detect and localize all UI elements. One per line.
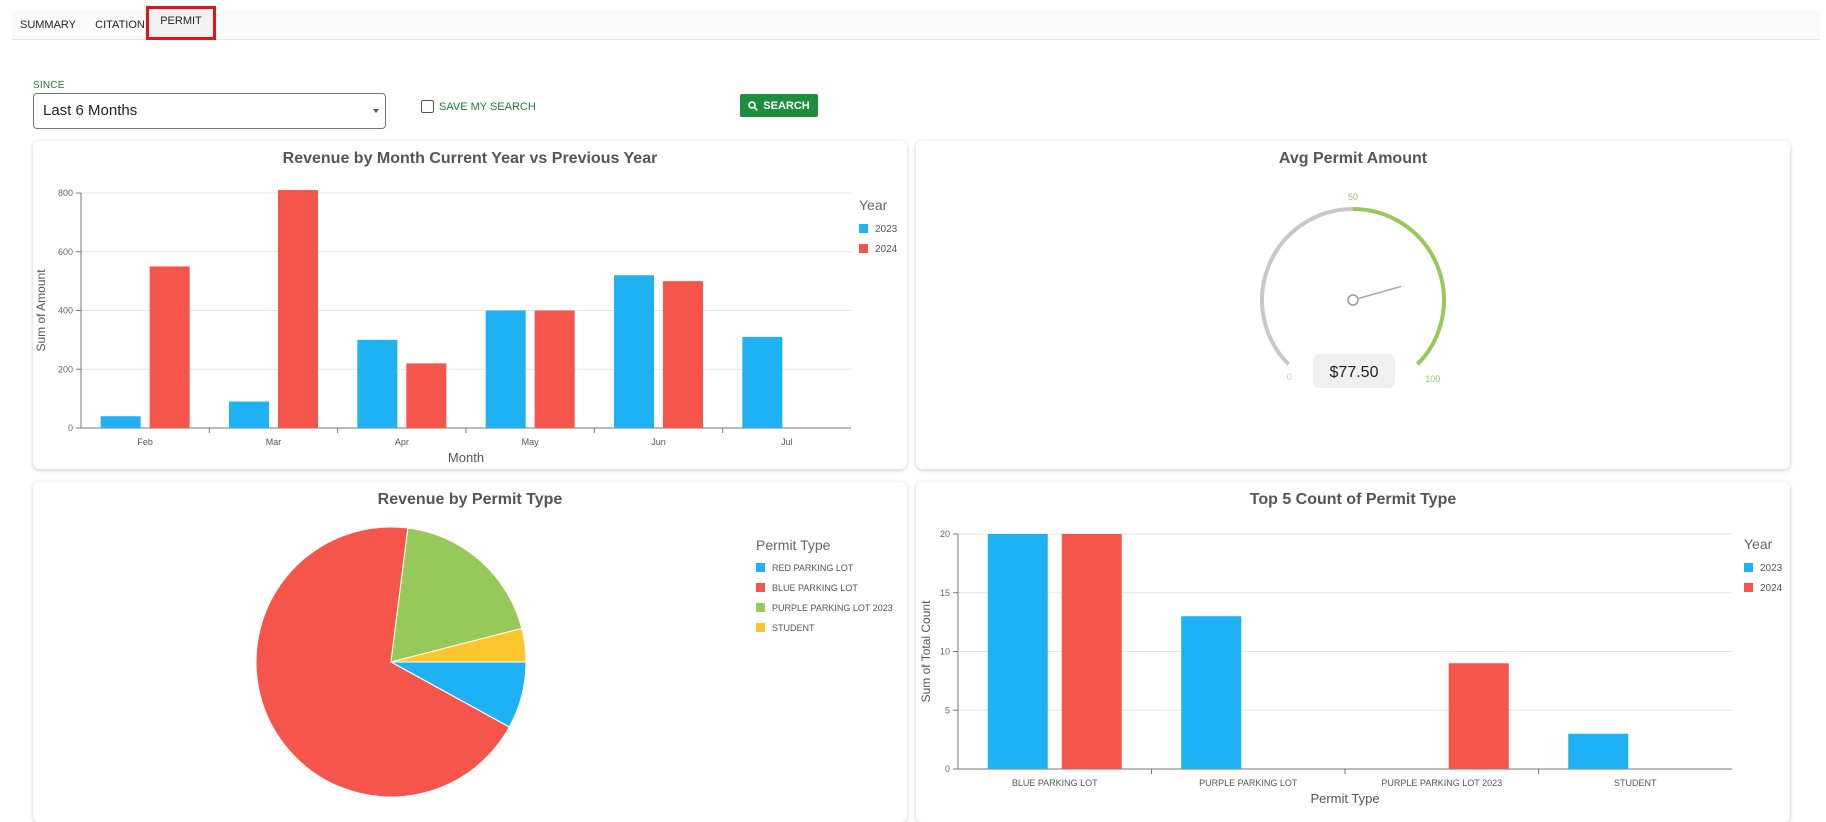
tab-citation[interactable]: CITATION	[95, 19, 145, 31]
gauge-band	[1352, 207, 1446, 366]
gauge-value: $77.50	[1330, 364, 1379, 381]
avg-permit-gauge: 50 0 100 $77.50	[1260, 192, 1446, 388]
top-5-permit-type-card: Top 5 Count of Permit Type 0 5 10 15 20 BLUE …	[916, 482, 1790, 822]
y-tick-label: 15	[940, 588, 950, 598]
y-axis-title: Sum of Amount	[34, 269, 48, 352]
legend-swatch	[756, 563, 765, 572]
save-search-checkbox[interactable]: SAVE MY SEARCH	[421, 100, 536, 113]
legend-swatch	[859, 244, 868, 253]
legend-swatch	[756, 583, 765, 592]
y-tick-label: 20	[940, 529, 950, 539]
bar-2023-may	[485, 310, 526, 428]
legend-swatch	[1744, 583, 1753, 592]
gauge-min-label: 0	[1287, 372, 1292, 382]
y-tick-label: 200	[58, 364, 73, 374]
tab-bar: SUMMARY CITATION PERMIT	[12, 6, 1820, 40]
since-select-value: Last 6 Months	[43, 102, 138, 119]
x-tick-label: BLUE PARKING LOT	[1012, 778, 1098, 788]
bar-2024-purple-parking-lot-2023	[1448, 663, 1509, 769]
since-label: SINCE	[33, 80, 65, 91]
gauge-pivot	[1347, 294, 1359, 306]
legend-swatch	[1744, 563, 1753, 572]
bar-2024-feb	[149, 266, 190, 428]
legend-title: Year	[1744, 536, 1773, 552]
legend-swatch	[756, 623, 765, 632]
legend-label: STUDENT	[772, 623, 815, 633]
avg-permit-amount-card: Avg Permit Amount 50 0 100 $77.50	[916, 141, 1790, 469]
bar-2023-apr	[357, 339, 398, 428]
bar-2023-blue-parking-lot	[987, 534, 1048, 769]
pie-slice-blue-parking-lot	[255, 526, 510, 798]
search-icon	[748, 100, 759, 111]
save-search-label: SAVE MY SEARCH	[439, 100, 536, 113]
gauge-track	[1260, 207, 1354, 366]
chart-title: Top 5 Count of Permit Type	[1249, 491, 1457, 508]
legend-label-2024: 2024	[1760, 583, 1783, 594]
bar-2023-student	[1568, 733, 1629, 769]
revenue-by-month-chart: 0 200 400 600 800 Feb Mar Apr May Jun Jul Month Sum …	[34, 188, 898, 465]
y-tick-label: 400	[58, 306, 73, 316]
legend-swatch	[859, 224, 868, 233]
y-tick-label: 5	[945, 705, 950, 715]
legend-swatch	[756, 603, 765, 612]
y-axis-title: Sum of Total Count	[919, 600, 933, 703]
y-tick-label: 0	[945, 764, 950, 774]
y-tick-label: 800	[58, 188, 73, 198]
gauge-title: Avg Permit Amount	[1278, 150, 1428, 167]
legend-title: Permit Type	[756, 537, 831, 553]
tab-summary[interactable]: SUMMARY	[19, 19, 77, 31]
legend-label: BLUE PARKING LOT	[772, 583, 858, 593]
bar-2024-apr	[406, 363, 447, 428]
chart-title: Revenue by Month Current Year vs Previou…	[282, 150, 658, 167]
y-tick-label: 10	[940, 647, 950, 657]
since-select[interactable]: Last 6 Months	[33, 93, 386, 129]
legend-title: Year	[859, 197, 888, 213]
y-tick-label: 0	[68, 423, 73, 433]
bar-2023-jun	[614, 275, 654, 428]
search-button[interactable]: SEARCH	[740, 94, 818, 117]
bar-2023-mar	[229, 401, 269, 428]
x-tick-label: May	[522, 437, 540, 447]
top-5-permit-type-chart: 0 5 10 15 20 BLUE PARKING LOT PURPLE PARKING L…	[919, 529, 1783, 806]
tab-permit[interactable]: PERMIT	[146, 6, 216, 40]
gauge-needle	[1358, 285, 1402, 300]
x-tick-label: PURPLE PARKING LOT	[1199, 778, 1298, 788]
x-axis-title: Permit Type	[1310, 791, 1379, 806]
legend-label: PURPLE PARKING LOT 2023	[772, 603, 893, 613]
pie-slice-student	[390, 627, 527, 663]
x-tick-label: Feb	[137, 437, 153, 447]
bar-2024-jun	[663, 281, 703, 428]
revenue-by-month-card: Revenue by Month Current Year vs Previou…	[33, 141, 907, 469]
search-button-label: SEARCH	[763, 99, 810, 112]
x-tick-label: PURPLE PARKING LOT 2023	[1381, 778, 1502, 788]
x-axis-title: Month	[448, 450, 484, 465]
y-tick-label: 600	[58, 247, 73, 257]
gauge-value-box	[1313, 354, 1395, 388]
gauge-max-label: 100	[1425, 374, 1440, 384]
bar-2023-jul	[742, 336, 783, 428]
pie-title: Revenue by Permit Type	[377, 491, 563, 508]
legend-label: RED PARKING LOT	[772, 563, 854, 573]
x-tick-label: Apr	[395, 437, 409, 447]
x-tick-label: STUDENT	[1614, 778, 1657, 788]
bar-2023-feb	[100, 416, 141, 428]
legend-label-2024: 2024	[875, 244, 898, 255]
revenue-by-permit-type-pie: Permit Type RED PARKING LOT BLUE PARKING L…	[255, 526, 893, 798]
bar-2024-blue-parking-lot	[1061, 534, 1122, 769]
x-tick-label: Jun	[651, 437, 666, 447]
bar-2023-purple-parking-lot	[1181, 616, 1242, 769]
bar-2024-mar	[278, 190, 318, 428]
legend-label-2023: 2023	[875, 224, 898, 235]
chevron-down-icon	[373, 109, 379, 113]
bar-2024-may	[534, 310, 575, 428]
gauge-mid-label: 50	[1348, 192, 1358, 202]
pie-slice-purple-parking-lot-2023	[390, 527, 523, 663]
revenue-by-permit-type-card: Revenue by Permit Type Permit Type RED PA…	[33, 482, 907, 822]
x-tick-label: Jul	[781, 437, 793, 447]
checkbox-box[interactable]	[421, 100, 434, 113]
legend-label-2023: 2023	[1760, 563, 1783, 574]
x-tick-label: Mar	[266, 437, 282, 447]
